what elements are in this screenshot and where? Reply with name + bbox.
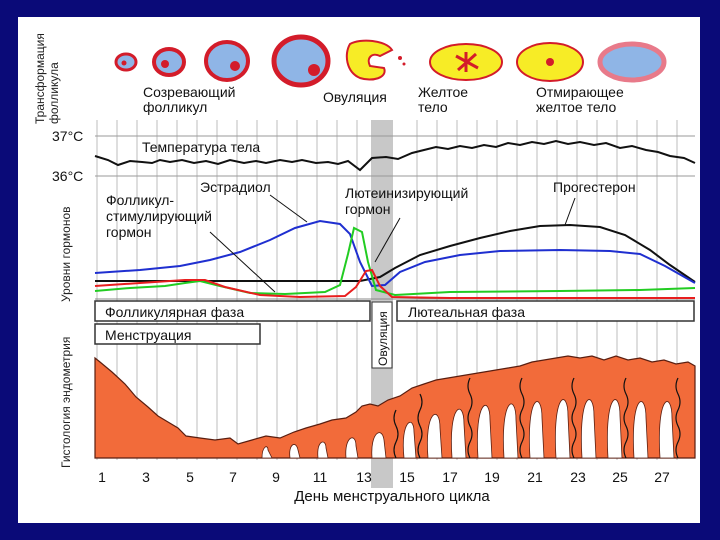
diagram-panel: Трансформация Уровни гормонов Гистология… (18, 17, 700, 523)
label-dcl-line2: желтое тело (536, 99, 616, 115)
large-follicle-icon (204, 40, 250, 82)
label-dying-corpus-luteum: Отмирающее желтое тело (536, 84, 624, 115)
lh-curve (94, 268, 695, 299)
estradiol-curve (94, 219, 696, 288)
x-tick: 17 (442, 469, 458, 485)
x-tick: 1 (98, 469, 106, 485)
corpus-luteum-icon-2 (516, 42, 584, 82)
ovulation-phase-label: Овуляция (376, 311, 390, 366)
x-axis-label: День менструального цикла (294, 488, 490, 505)
label-lh: Лютеинизирующий гормон (345, 185, 468, 217)
label-maturing-line1: Созревающий (143, 84, 235, 100)
luteal-phase-label: Лютеальная фаза (408, 304, 525, 320)
section-label-follicle: Трансформация (33, 33, 47, 124)
endometrium-illustration (94, 355, 696, 459)
section-label-endometrium: Гистология эндометрия (59, 337, 73, 468)
ruptured-follicle-icon (345, 39, 406, 81)
x-tick: 5 (186, 469, 194, 485)
temperature-curve (94, 139, 696, 172)
label-fsh-line1: Фолликул- (106, 192, 174, 208)
x-tick: 3 (142, 469, 150, 485)
x-tick: 7 (229, 469, 237, 485)
x-tick: 21 (527, 469, 543, 485)
menstruation-label: Менструация (105, 327, 191, 343)
menstruation-box (94, 323, 261, 345)
label-fsh: Фолликул-стимулирующий гормон (106, 192, 212, 240)
small-follicle-icon (114, 52, 138, 72)
ovulation-phase-box (371, 301, 393, 369)
luteal-phase-box (396, 300, 695, 322)
x-tick: 23 (570, 469, 586, 485)
maturing-follicle-icon (152, 47, 186, 77)
x-axis-ticks: 1 3 5 7 9 11 13 15 17 19 21 23 25 27 (98, 469, 670, 485)
corpus-luteum-icon (429, 43, 503, 81)
x-tick: 25 (612, 469, 628, 485)
x-tick: 15 (399, 469, 415, 485)
large-follicle-icon-2 (271, 34, 331, 88)
x-tick: 13 (356, 469, 372, 485)
section-label-hormones: Уровни гормонов (59, 206, 73, 302)
endometrium-glands (261, 399, 675, 459)
leader-lh (374, 217, 401, 263)
leader-estradiol (269, 194, 308, 223)
menstrual-cycle-diagram: Трансформация Уровни гормонов Гистология… (33, 33, 696, 505)
label-fsh-line3: гормон (106, 224, 152, 240)
label-corpus-luteum: Желтое тело (418, 84, 468, 115)
spiral-arteries (393, 377, 681, 459)
x-tick: 11 (313, 469, 328, 485)
temperature-label: Температура тела (142, 139, 260, 155)
fsh-curve (94, 226, 696, 297)
label-dcl-line1: Отмирающее (536, 84, 624, 100)
temp-tick-37: 37°C (52, 128, 83, 144)
label-lh-line1: Лютеинизирующий (345, 185, 468, 201)
label-maturing-follicle: Созревающий фолликул (143, 84, 235, 115)
label-ovulation: Овуляция (323, 89, 387, 105)
label-fsh-line2: стимулирующий (106, 208, 212, 224)
x-tick: 9 (272, 469, 280, 485)
dying-corpus-luteum-icon (597, 41, 667, 83)
progesterone-curve (95, 223, 696, 283)
leader-fsh (209, 231, 276, 293)
x-tick: 27 (654, 469, 670, 485)
endometrium-tissue (94, 355, 696, 459)
follicular-phase-box (94, 300, 371, 322)
temp-tick-36: 36°C (52, 168, 83, 184)
label-estradiol: Эстрадиол (200, 179, 271, 195)
follicular-phase-label: Фолликулярная фаза (105, 304, 244, 320)
label-maturing-line2: фолликул (143, 99, 207, 115)
section-label-follicle-2: фолликула (47, 62, 61, 124)
label-cl-line2: тело (418, 99, 448, 115)
label-lh-line2: гормон (345, 201, 391, 217)
label-cl-line1: Желтое (418, 84, 468, 100)
leader-progesterone (564, 197, 576, 226)
x-tick: 19 (484, 469, 500, 485)
label-progesterone: Прогестерон (553, 179, 636, 195)
